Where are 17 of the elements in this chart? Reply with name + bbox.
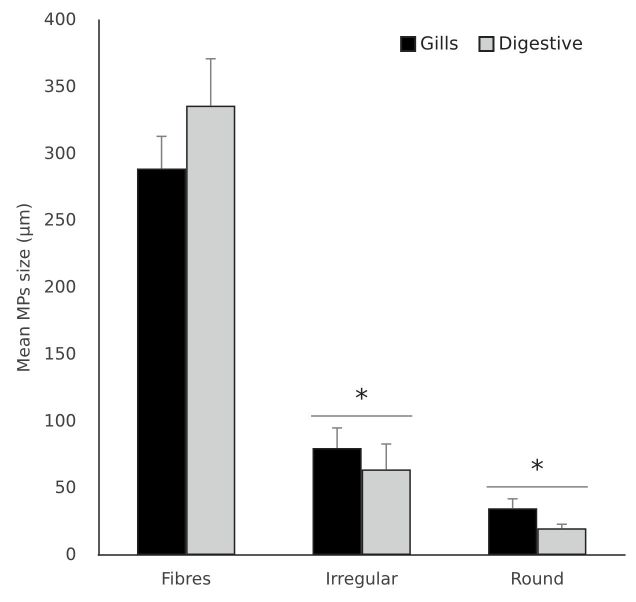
y-tick-label: 300 [44,144,76,164]
y-tick-label: 100 [44,411,76,432]
y-tick-label: 250 [44,210,76,231]
y-tick-label: 150 [44,344,76,364]
x-tick-label: Round [510,570,564,590]
y-tick-label: 400 [44,10,76,30]
annotation: * [355,384,368,414]
x-tick-label: Irregular [325,570,398,590]
annotation: * [530,454,544,485]
y-axis-title: Mean MPs size (µm) [14,202,34,372]
y-tick-label: 350 [44,76,76,97]
x-tick-label: Fibres [161,570,212,590]
y-tick-label: 50 [54,478,76,498]
legend-label: Digestive [498,34,584,54]
y-tick-label: 200 [44,278,76,298]
y-tick-label: 0 [66,545,76,565]
legend-label: Gills [420,34,458,54]
